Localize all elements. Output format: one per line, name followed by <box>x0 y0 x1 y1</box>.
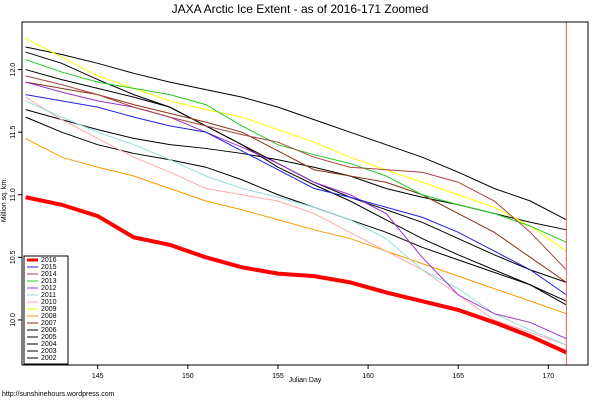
legend-label: 2008 <box>41 313 57 320</box>
series-line <box>25 81 567 283</box>
plot-border <box>21 21 589 366</box>
x-tick-label: 150 <box>182 373 194 380</box>
legend-label: 2009 <box>41 306 57 313</box>
x-tick-label: 170 <box>543 373 555 380</box>
series-line <box>25 100 567 346</box>
legend-label: 2014 <box>41 271 57 278</box>
series-line <box>25 69 567 306</box>
legend-label: 2005 <box>41 334 57 341</box>
x-tick-label: 145 <box>92 373 104 380</box>
legend-label: 2015 <box>41 264 57 271</box>
y-tick-label: 11.0 <box>10 188 17 201</box>
legend-label: 2004 <box>41 341 57 348</box>
series-line <box>25 195 568 355</box>
legend-label: 2011 <box>41 292 56 299</box>
series-line <box>25 75 567 271</box>
x-tick-label: 160 <box>362 373 374 380</box>
source: http://sunshinehours.wordpress.com <box>2 391 115 398</box>
x-tick-label: 165 <box>452 373 464 380</box>
y-tick-label: 10.5 <box>10 250 17 264</box>
legend-label: 2010 <box>41 299 57 306</box>
series-line <box>25 37 567 252</box>
legend-label: 2007 <box>41 320 57 327</box>
y-tick-label: 12.0 <box>10 63 17 77</box>
series-line <box>25 59 567 243</box>
legend-label: 2012 <box>41 285 57 292</box>
series-line <box>25 81 567 340</box>
series-line <box>25 96 567 346</box>
legend-box <box>23 255 69 365</box>
y-tick-label: 10.0 <box>10 313 17 327</box>
series-line <box>25 94 567 296</box>
y-tick-label: 11.5 <box>10 126 17 139</box>
legend-label: 2006 <box>41 327 57 334</box>
legend-label: 2003 <box>41 348 57 355</box>
series-line <box>25 137 567 315</box>
chart-title: JAXA Arctic Ice Extent - as of 2016-171 … <box>172 2 429 16</box>
series-line <box>25 116 567 302</box>
series-line <box>25 46 567 221</box>
x-tick-label: 155 <box>272 373 284 380</box>
series-line <box>25 51 567 283</box>
x-axis-label: Julian Day <box>289 377 322 384</box>
legend-label: 2016 <box>41 257 57 264</box>
legend-label: 2002 <box>41 355 57 362</box>
y-axis-label: Million sq. km. <box>1 178 8 222</box>
legend-label: 2013 <box>41 278 57 285</box>
